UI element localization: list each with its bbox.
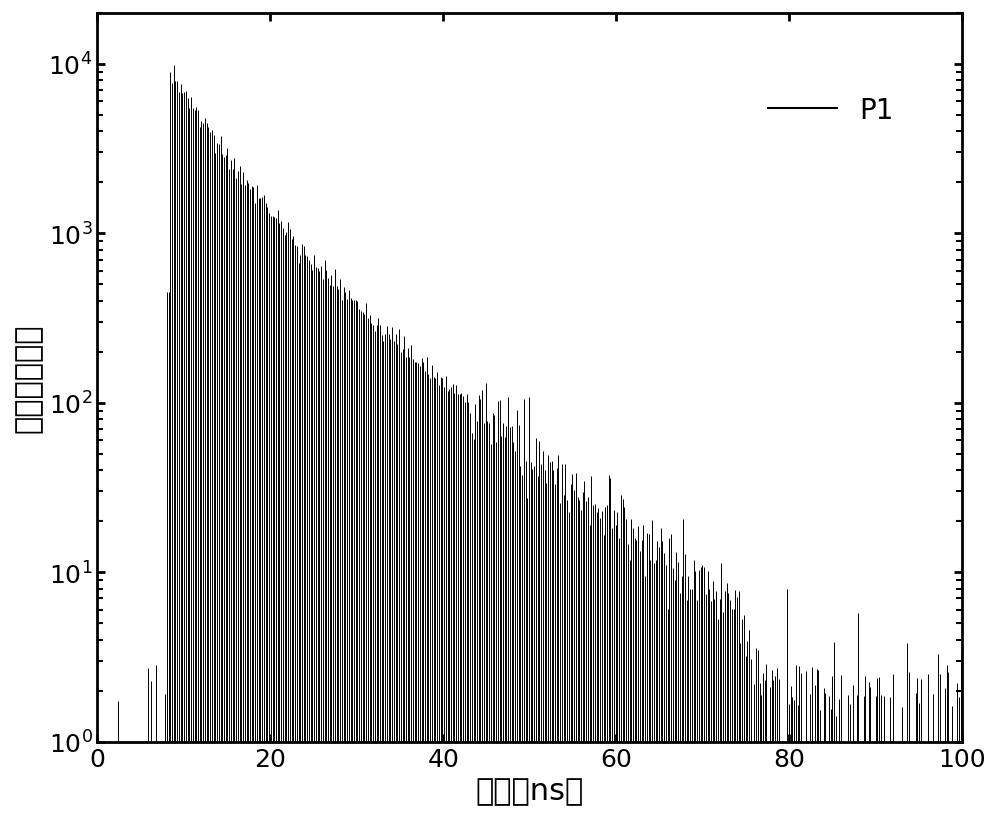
X-axis label: 寿命（ns）: 寿命（ns）	[476, 776, 584, 805]
Legend: P1: P1	[757, 86, 905, 136]
Y-axis label: 光致发光强度: 光致发光强度	[14, 324, 43, 432]
